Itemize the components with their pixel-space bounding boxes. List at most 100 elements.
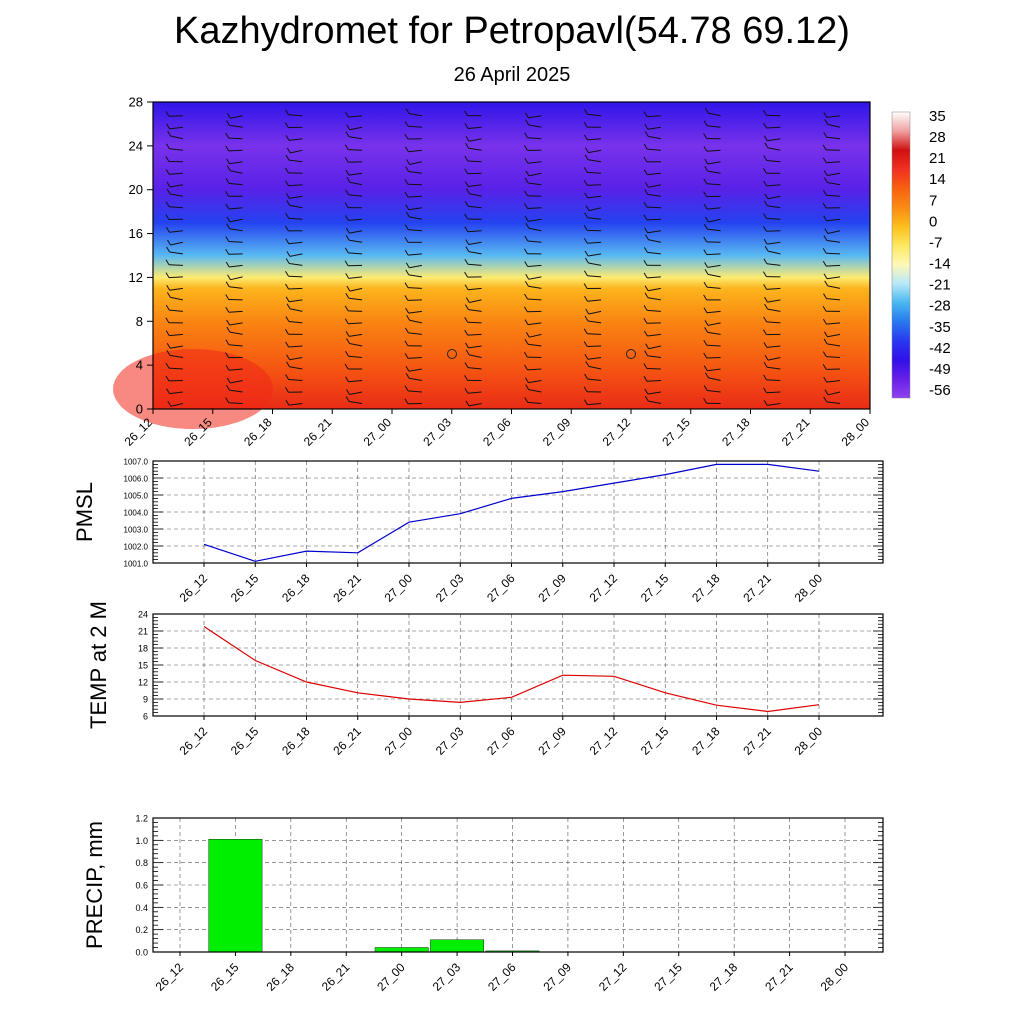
wind-barb-flag bbox=[523, 145, 528, 151]
x-tick-label: 27_09 bbox=[540, 415, 574, 449]
colorbar-scale bbox=[891, 111, 911, 399]
wind-barb-flag bbox=[225, 145, 230, 152]
wind-barb-flag bbox=[166, 343, 171, 349]
wind-barb-flag bbox=[703, 307, 708, 313]
wind-barb-flag bbox=[405, 262, 410, 269]
wind-barb-flag bbox=[285, 180, 289, 186]
wind-barb bbox=[827, 391, 841, 396]
page-title: Kazhydromet for Petropavl(54.78 69.12) bbox=[174, 10, 850, 52]
x-tick-label: 27_15 bbox=[651, 960, 685, 994]
colorbar-label: 14 bbox=[929, 171, 946, 188]
wind-barb-flag bbox=[464, 155, 469, 162]
y-tick-label: 12 bbox=[138, 678, 148, 688]
wind-barb-flag bbox=[167, 130, 172, 137]
wind-barb bbox=[348, 355, 363, 358]
wind-barb bbox=[169, 333, 183, 337]
y-tick-label: 8 bbox=[136, 314, 143, 329]
wind-barb-flag bbox=[764, 245, 769, 252]
wind-barb-flag bbox=[285, 154, 290, 161]
wind-barb-flag bbox=[464, 375, 469, 381]
wind-barb-flag bbox=[284, 167, 289, 174]
wind-barb bbox=[229, 322, 243, 326]
wind-barb-flag bbox=[344, 318, 349, 324]
wind-barb bbox=[707, 161, 721, 165]
wind-barb bbox=[469, 193, 482, 197]
wind-barb-flag bbox=[225, 190, 230, 197]
wind-barb bbox=[647, 172, 661, 176]
wind-barb bbox=[408, 390, 422, 393]
wind-barb-flag bbox=[464, 317, 469, 323]
wind-barb bbox=[229, 286, 243, 289]
wind-barb-flag bbox=[344, 260, 349, 266]
wind-barb-flag bbox=[762, 329, 767, 335]
wind-barb bbox=[288, 159, 303, 163]
wind-barb-flag bbox=[286, 251, 291, 257]
wind-barb-flag bbox=[165, 375, 170, 382]
wind-barb bbox=[827, 124, 841, 128]
wind-barb bbox=[528, 182, 542, 186]
wind-barb-flag bbox=[704, 372, 709, 379]
wind-barb-flag bbox=[166, 188, 171, 195]
wind-barb bbox=[228, 402, 243, 404]
wind-barb-flag bbox=[285, 270, 289, 277]
wind-barb-flag bbox=[225, 132, 230, 139]
colorbar-label: -49 bbox=[929, 361, 951, 378]
wind-barb-flag bbox=[286, 147, 291, 154]
y-tick-label: 1004.0 bbox=[124, 509, 149, 518]
minor-ticks bbox=[153, 817, 883, 953]
colorbar-label: -28 bbox=[929, 298, 951, 315]
x-tick-label: 27_06 bbox=[480, 415, 514, 449]
wind-barb bbox=[228, 137, 243, 140]
wind-barb bbox=[587, 403, 602, 406]
wind-barb-flag bbox=[225, 248, 230, 255]
wind-barb bbox=[467, 321, 482, 324]
wind-barb bbox=[767, 299, 781, 303]
wind-barb-flag bbox=[524, 397, 529, 403]
wind-barb-flag bbox=[225, 178, 230, 184]
wind-barb-flag bbox=[583, 121, 588, 128]
wind-barb bbox=[467, 333, 482, 336]
wind-barb-flag bbox=[762, 271, 767, 277]
wind-barb bbox=[588, 159, 602, 163]
wind-barb-flag bbox=[404, 146, 409, 153]
wind-barb bbox=[587, 113, 602, 117]
wind-barb bbox=[528, 276, 542, 280]
wind-barb bbox=[647, 276, 661, 279]
wind-barb-flag bbox=[226, 165, 231, 171]
wind-barb bbox=[349, 401, 363, 404]
wind-barb-flag bbox=[703, 281, 708, 288]
wind-barb-flag bbox=[764, 193, 769, 199]
wind-barb bbox=[647, 251, 661, 255]
y-tick-label: 0.2 bbox=[135, 925, 148, 935]
wind-barb bbox=[169, 206, 183, 209]
wind-barb bbox=[528, 115, 542, 119]
wind-barb bbox=[168, 367, 183, 370]
wind-barb-flag bbox=[524, 364, 528, 371]
wind-barb bbox=[468, 241, 482, 245]
wind-barb-flag bbox=[225, 281, 230, 288]
heatmap-field bbox=[153, 102, 870, 409]
wind-barb-flag bbox=[822, 318, 827, 325]
x-tick-label: 27_06 bbox=[484, 724, 518, 758]
wind-barb-flag bbox=[703, 294, 708, 301]
bar bbox=[430, 939, 484, 953]
x-tick-label: 26_18 bbox=[279, 724, 313, 758]
wind-barb-flag bbox=[285, 193, 290, 199]
wind-barb bbox=[527, 368, 542, 371]
wind-barb-flag bbox=[525, 170, 530, 177]
colorbar: 35 28 21 14 7 0 -7 -14 -21 -28 -35 -42 -49 -56 bbox=[891, 108, 951, 399]
x-tick-label: 27_00 bbox=[382, 724, 416, 758]
wind-barb bbox=[408, 229, 422, 232]
wind-barb bbox=[527, 161, 542, 164]
wind-barb bbox=[348, 172, 363, 176]
wind-barb bbox=[289, 253, 303, 257]
wind-barb-flag bbox=[704, 327, 709, 333]
wind-barb bbox=[467, 367, 482, 370]
wind-barb bbox=[587, 195, 602, 199]
wind-barb-flag bbox=[583, 283, 588, 289]
wind-barb bbox=[349, 126, 363, 131]
wind-barb-flag bbox=[763, 361, 768, 368]
wind-barb-flag bbox=[344, 305, 349, 312]
wind-barb bbox=[707, 228, 721, 232]
wind-barb bbox=[169, 148, 183, 151]
